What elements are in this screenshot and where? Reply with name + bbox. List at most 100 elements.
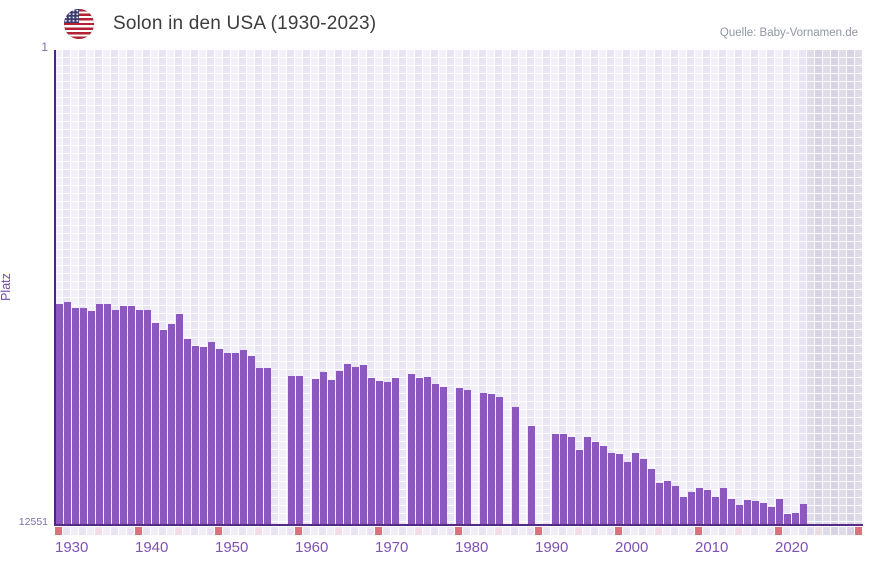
bar-2014[interactable] [728,499,735,525]
bar-1967[interactable] [352,366,359,525]
bar-1994[interactable] [568,437,575,525]
bar-1962[interactable] [312,379,319,525]
strip-cell-1974 [407,527,414,535]
bar-1951[interactable] [224,352,231,525]
bar-1968[interactable] [360,365,367,525]
strip-cell-1971 [383,527,390,535]
bar-1974[interactable] [408,373,415,525]
bar-1959[interactable] [288,376,295,525]
bar-2023[interactable] [800,504,807,525]
bar-1932[interactable] [72,308,79,525]
bar-2021[interactable] [784,514,791,525]
bar-2010[interactable] [696,487,703,525]
bar-1936[interactable] [104,303,111,525]
strip-cell-1933 [79,527,86,535]
bar-2013[interactable] [720,487,727,525]
bar-1943[interactable] [160,330,167,525]
strip-cell-1992 [551,527,558,535]
bar-1939[interactable] [128,306,135,525]
bar-2018[interactable] [760,503,767,525]
bar-1996[interactable] [584,437,591,525]
bar-1930[interactable] [56,303,63,525]
source-link[interactable]: Quelle: Baby-Vornamen.de [719,27,858,39]
bar-1946[interactable] [184,338,191,525]
bar-2009[interactable] [688,492,695,525]
bar-1977[interactable] [432,384,439,525]
bar-2012[interactable] [712,497,719,525]
bar-2004[interactable] [648,468,655,525]
bar-1998[interactable] [600,446,607,525]
bar-1981[interactable] [464,390,471,525]
bar-2015[interactable] [736,504,743,525]
bar-1976[interactable] [424,377,431,525]
bar-1993[interactable] [560,433,567,525]
bar-1965[interactable] [336,370,343,525]
bar-1985[interactable] [496,397,503,525]
bar-2020[interactable] [776,499,783,525]
bar-1983[interactable] [480,392,487,525]
bar-2005[interactable] [656,483,663,525]
bar-1937[interactable] [112,310,119,525]
bar-2017[interactable] [752,501,759,525]
bar-1945[interactable] [176,314,183,525]
strip-cell-1953 [239,527,246,535]
bar-1984[interactable] [488,394,495,525]
bar-2002[interactable] [632,453,639,525]
bar-1960[interactable] [296,376,303,525]
bar-1956[interactable] [264,367,271,525]
bar-1938[interactable] [120,306,127,525]
bar-2011[interactable] [704,490,711,525]
bar-1933[interactable] [80,308,87,525]
x-tick-label-2000: 2000 [615,539,649,556]
bar-1997[interactable] [592,441,599,525]
bar-1950[interactable] [216,349,223,525]
y-axis-title: Platz [0,273,13,301]
bar-1942[interactable] [152,323,159,525]
bar-1969[interactable] [368,377,375,525]
bar-1955[interactable] [256,367,263,525]
bar-1934[interactable] [88,311,95,525]
bar-1952[interactable] [232,352,239,525]
bar-1931[interactable] [64,302,71,525]
strip-cell-2022 [791,527,798,535]
bar-1975[interactable] [416,377,423,525]
bar-1940[interactable] [136,310,143,525]
bar-1963[interactable] [320,372,327,525]
strip-cell-1988 [519,527,526,535]
bar-1989[interactable] [528,426,535,525]
bar-2008[interactable] [680,497,687,525]
bar-1999[interactable] [608,453,615,525]
bar-1987[interactable] [512,406,519,525]
bar-2000[interactable] [616,454,623,525]
strip-cell-1958 [279,527,286,535]
bar-2019[interactable] [768,507,775,525]
strip-cell-1948 [199,527,206,535]
bar-1964[interactable] [328,380,335,525]
bar-1953[interactable] [240,349,247,525]
bar-2022[interactable] [792,512,799,525]
bar-1949[interactable] [208,342,215,525]
strip-cell-2016 [743,527,750,535]
bar-2006[interactable] [664,480,671,525]
bar-1944[interactable] [168,324,175,525]
bar-2001[interactable] [624,461,631,525]
bar-1948[interactable] [200,346,207,525]
bar-1935[interactable] [96,303,103,525]
bar-2016[interactable] [744,500,751,525]
bar-1995[interactable] [576,450,583,525]
us-flag-icon [64,9,94,39]
bar-1954[interactable] [248,356,255,525]
bar-1947[interactable] [192,345,199,525]
strip-cell-1967 [351,527,358,535]
bar-1966[interactable] [344,363,351,525]
bar-2007[interactable] [672,486,679,525]
strip-cell-2012 [711,527,718,535]
bar-1971[interactable] [384,381,391,525]
bar-1941[interactable] [144,310,151,525]
bar-1970[interactable] [376,380,383,525]
bar-2003[interactable] [640,458,647,525]
bar-1992[interactable] [552,433,559,525]
bar-1980[interactable] [456,388,463,525]
bar-1972[interactable] [392,377,399,525]
bar-1978[interactable] [440,387,447,525]
